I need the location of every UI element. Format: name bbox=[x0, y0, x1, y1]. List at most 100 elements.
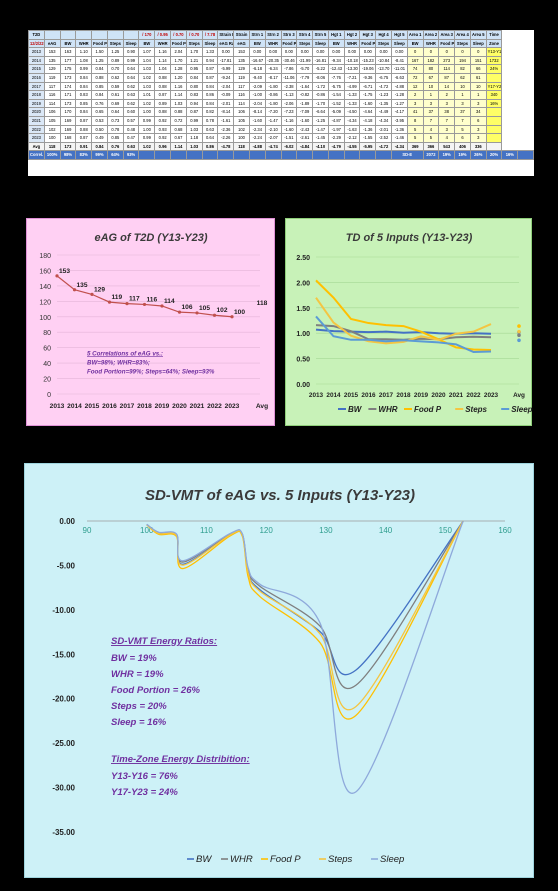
td-avg-point bbox=[517, 338, 521, 343]
energy-ratio-line: Steps = 20% bbox=[111, 701, 167, 712]
zone-distribution-line: Y17-Y23 = 24% bbox=[111, 787, 178, 798]
table-cell: eAG bbox=[43, 38, 61, 49]
table-cell: 0.88 bbox=[154, 107, 172, 117]
table-cell: 0.84 bbox=[201, 98, 219, 109]
table-cell: -2.38 bbox=[280, 81, 298, 92]
table-cell: -1.00 bbox=[248, 90, 266, 100]
table-cell: 16% bbox=[501, 150, 519, 160]
eag-annotation-line: Food Portion=99%; Steps=64%; Sleep=93% bbox=[87, 368, 215, 375]
table-cell bbox=[485, 124, 503, 135]
y-tick-label: -20.00 bbox=[52, 695, 75, 704]
table-cell: BW bbox=[327, 38, 345, 49]
table-cell: 0 bbox=[469, 47, 487, 57]
table-cell: Steps bbox=[106, 38, 124, 49]
table-cell: 10 bbox=[469, 81, 487, 92]
x-tick-label: 110 bbox=[200, 526, 213, 535]
table-cell: 117 bbox=[43, 81, 61, 92]
table-cell: 0.53 bbox=[91, 115, 108, 126]
table-cell: 0.00 bbox=[217, 47, 235, 57]
table-cell: 0.48 bbox=[122, 124, 140, 135]
table-cell: 0.84 bbox=[91, 64, 108, 74]
table-cell: 2013 bbox=[28, 47, 45, 57]
table-row: 2015 129 175 0.99 0.84 0.70 0.64 1.03 1.04 1.28 0.… bbox=[28, 64, 534, 74]
table-cell: -1.80 bbox=[264, 81, 282, 92]
table-cell: 80 bbox=[422, 64, 440, 74]
table-cell: WHR bbox=[343, 38, 361, 49]
table-cell: 1.07 bbox=[138, 47, 156, 57]
table-cell: Strain bbox=[233, 30, 250, 40]
table-cell: eAG Rate bbox=[217, 38, 235, 49]
table-cell: 119 bbox=[43, 72, 61, 83]
table-cell: / 7.78 bbox=[201, 30, 219, 40]
y-tick-label: 80 bbox=[43, 330, 51, 337]
table-cell: 1.02 bbox=[138, 72, 156, 83]
table-cell: 7 bbox=[422, 115, 440, 126]
eag-point bbox=[142, 302, 147, 307]
table-cell: -4.10 bbox=[312, 141, 329, 152]
legend-label: Steps bbox=[465, 405, 487, 414]
table-cell: 5 bbox=[454, 124, 471, 135]
y-tick-label: 1.50 bbox=[296, 306, 310, 313]
table-cell: Hgt 4 bbox=[375, 30, 392, 40]
table-cell: 0.62 bbox=[122, 81, 140, 92]
x-tick-label: 2017 bbox=[379, 392, 394, 399]
table-cell: 87 bbox=[438, 72, 456, 83]
table-cell: -1.54 bbox=[327, 90, 345, 100]
table-row: 2014 135 177 1.08 1.25 0.89 0.99 1.04 1.14 1.70 1.… bbox=[28, 55, 534, 66]
table-cell: -17.81 bbox=[217, 55, 235, 66]
table-cell: 0.59 bbox=[106, 81, 124, 92]
y-tick-label: 40 bbox=[43, 361, 51, 368]
eag-data-label: 106 bbox=[182, 304, 193, 311]
table-cell: 0.72 bbox=[170, 115, 187, 126]
y-tick-label: 0.50 bbox=[296, 357, 310, 364]
table-cell: 41 bbox=[406, 107, 424, 117]
eag-data-label: 129 bbox=[94, 286, 105, 293]
table-cell: 1.04 bbox=[154, 64, 172, 74]
legend-label: Food P bbox=[414, 405, 442, 414]
table-cell: -1.36 bbox=[359, 124, 377, 135]
sd-series-bw-line bbox=[146, 520, 464, 676]
table-cell: 117 bbox=[233, 81, 250, 92]
table-cell: -2.04 bbox=[217, 81, 235, 92]
table-cell: -10.84 bbox=[375, 55, 392, 66]
eag-chart: eAG of T2D (Y13-Y23) 0 20 40 60 80 100 120 140 1… bbox=[39, 232, 268, 410]
table-cell: 0.99 bbox=[185, 115, 203, 126]
table-cell: 67 bbox=[422, 72, 440, 83]
table-cell: Zone bbox=[485, 38, 503, 49]
table-cell: 2 bbox=[406, 90, 424, 100]
table-cell: -1.97 bbox=[327, 124, 345, 135]
y-tick-label: 120 bbox=[39, 299, 51, 306]
table-cell: -1.89 bbox=[296, 98, 314, 109]
table-cell bbox=[485, 107, 503, 117]
table-cell: -1.75 bbox=[359, 90, 377, 100]
table-cell: Food P bbox=[170, 38, 187, 49]
table-cell: 3 bbox=[438, 124, 456, 135]
table-cell: 100 bbox=[43, 133, 61, 143]
table-cell: 170 bbox=[59, 107, 77, 117]
table-cell: -9.24 bbox=[217, 72, 235, 83]
table-cell: WHR bbox=[264, 38, 282, 49]
table-cell: 1.03 bbox=[185, 124, 203, 135]
td-chart-title: TD of 5 Inputs (Y13-Y23) bbox=[346, 232, 473, 244]
table-row: 2016 119 173 0.84 0.88 0.62 0.64 1.02 0.88 1.20 0.… bbox=[28, 72, 534, 83]
table-cell: WHR bbox=[154, 38, 172, 49]
table-cell: 153 bbox=[43, 47, 61, 57]
table-cell: -9.34 bbox=[327, 55, 345, 66]
table-cell: 0.82 bbox=[201, 107, 219, 117]
y-tick-label: 1.00 bbox=[296, 331, 310, 338]
table-cell: -6.63 bbox=[390, 72, 408, 83]
table-cell: 1.14 bbox=[170, 90, 187, 100]
table-cell: -1.13 bbox=[280, 90, 298, 100]
table-row: 2020 106 170 0.84 0.65 0.64 0.60 1.00 0.88 0.88 0.… bbox=[28, 107, 534, 117]
table-cell: / 0.95 bbox=[154, 30, 172, 40]
table-cell: -1.60 bbox=[248, 115, 266, 126]
eag-data-label: 114 bbox=[164, 298, 175, 305]
table-cell: -4.99 bbox=[343, 81, 361, 92]
table-cell: 0.95 bbox=[185, 64, 203, 74]
table-cell bbox=[91, 30, 108, 40]
table-cell: 2022 bbox=[28, 124, 45, 135]
table-cell: Area 4 bbox=[454, 30, 471, 40]
table-cell: 0.00 bbox=[312, 47, 329, 57]
table-cell: 0 bbox=[406, 47, 424, 57]
table-row: Avg 118 173 0.91 0.84 0.76 0.63 1.02 0.96 1.14 1.0… bbox=[28, 141, 534, 152]
